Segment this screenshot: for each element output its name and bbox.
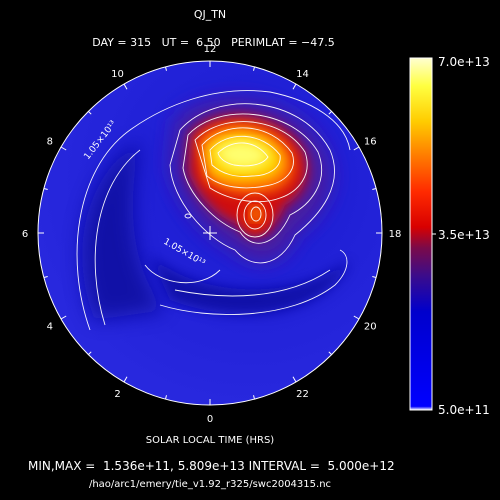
hour-tick <box>165 66 167 71</box>
day-label: DAY = <box>92 36 127 49</box>
hour-tick <box>292 83 297 90</box>
contour-lines <box>76 90 351 331</box>
file-path: /hao/arc1/emery/tie_v1.92_r325/swc200431… <box>88 479 332 490</box>
hour-tick <box>353 315 360 320</box>
hour-tick <box>253 66 255 71</box>
stats-line: MIN,MAX = 1.536e+11, 5.809e+13 INTERVAL … <box>28 459 395 473</box>
hour-tick <box>88 111 92 115</box>
chart-header: DAY = 315 UT = 6.50 PERIMLAT = −47.5 <box>0 23 420 49</box>
hour-label: 0 <box>207 414 213 425</box>
hour-label: 22 <box>296 389 309 400</box>
day-value: 315 <box>130 36 152 49</box>
hour-tick <box>328 351 332 355</box>
hour-label: 2 <box>114 389 120 400</box>
hour-label: 20 <box>364 322 377 333</box>
hour-tick <box>43 276 48 278</box>
hour-label: 12 <box>204 44 217 55</box>
hour-tick <box>123 83 128 90</box>
hour-ticks <box>38 61 382 405</box>
ut-label: UT = <box>161 36 190 49</box>
hour-label: 10 <box>111 69 124 80</box>
hour-tick <box>328 111 332 115</box>
hour-tick <box>353 146 360 151</box>
hour-tick <box>88 351 92 355</box>
hour-tick <box>165 395 167 400</box>
hour-label: 6 <box>22 229 28 240</box>
ut-value: 6.50 <box>196 36 221 49</box>
x-axis-label: SOLAR LOCAL TIME (HRS) <box>145 435 275 446</box>
perimlat-label: PERIMLAT = <box>231 36 298 49</box>
max-value: 5.809e+13 <box>177 459 245 473</box>
hour-tick <box>372 188 377 190</box>
hour-tick <box>372 276 377 278</box>
hour-tick <box>60 315 67 320</box>
hour-label: 14 <box>296 69 309 80</box>
hour-label: 8 <box>47 137 53 148</box>
colorbar-max-label: 7.0e+13 <box>438 55 490 69</box>
chart-title: QJ_TN <box>193 8 227 21</box>
interval-label: INTERVAL = <box>248 459 320 473</box>
hour-tick <box>60 146 67 151</box>
interval-value: 5.000e+12 <box>327 459 395 473</box>
hour-label: 4 <box>47 322 53 333</box>
hour-label: 18 <box>389 229 402 240</box>
perimlat-value: −47.5 <box>301 36 335 49</box>
hour-tick <box>292 376 297 383</box>
hour-tick <box>123 376 128 383</box>
min-value: 1.536e+11 <box>102 459 171 473</box>
minmax-label: MIN,MAX = <box>28 459 96 473</box>
colorbar <box>409 57 433 411</box>
colorbar-mid-label: 3.5e+13 <box>438 228 490 242</box>
hour-label: 16 <box>364 137 377 148</box>
hour-labels: 12 14 16 18 20 22 0 2 4 6 8 10 <box>22 44 402 425</box>
hour-tick <box>43 188 48 190</box>
pole-marker <box>203 226 217 240</box>
colorbar-min-label: 5.0e+11 <box>438 403 490 417</box>
hour-tick <box>253 395 255 400</box>
